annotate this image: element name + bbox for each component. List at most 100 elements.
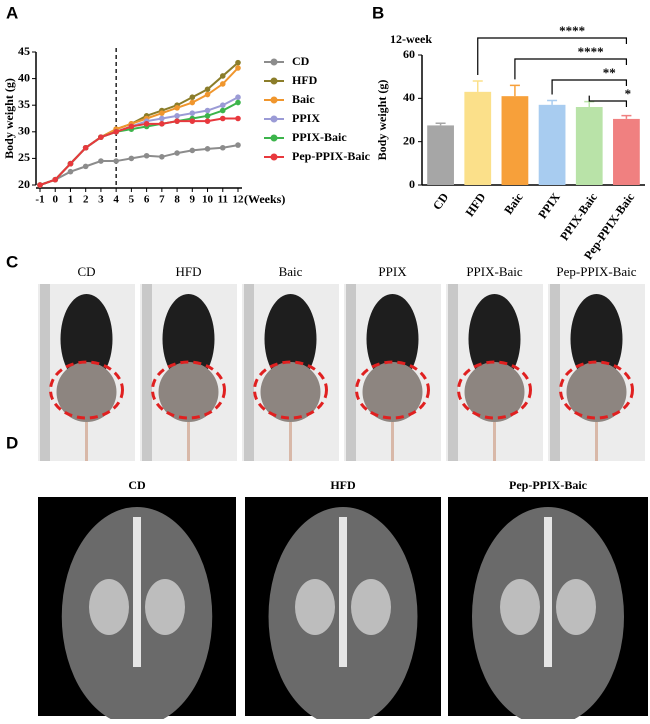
highlight-circle [355, 360, 430, 420]
significance-label: **** [578, 44, 604, 59]
legend-label: PPIX-Baic [292, 130, 347, 144]
mouse-body [264, 294, 317, 384]
point [235, 99, 241, 106]
point [235, 115, 241, 122]
point [159, 154, 165, 160]
point [128, 155, 135, 162]
legend-marker [270, 58, 278, 66]
point [174, 113, 180, 119]
y-tick-label: 45 [18, 44, 30, 58]
highlight-circle [253, 360, 328, 420]
photo-caption: CD [77, 264, 95, 279]
ruler [244, 284, 254, 461]
point [204, 113, 211, 119]
photo-row: CD HFD Baic PPIX PPIX-Baic Pep-PPIX-Baic [38, 264, 645, 461]
x-tick-label: 3 [98, 194, 104, 206]
panel-label: C [6, 252, 18, 271]
bar [613, 118, 640, 185]
error-bar [509, 84, 520, 97]
point [174, 118, 180, 124]
x-tick-label: -1 [35, 194, 44, 206]
point [204, 91, 211, 98]
x-tick-label: 10 [202, 194, 214, 206]
mri-organ [351, 579, 391, 635]
point [219, 73, 226, 79]
point [235, 142, 241, 148]
point [113, 129, 119, 135]
y-axis-label: Body weight (g) [375, 80, 389, 161]
highlight-circle [457, 360, 532, 420]
point [98, 158, 104, 164]
point [235, 94, 241, 101]
x-tick-label: Baic [501, 190, 526, 217]
x-tick-label: 8 [174, 194, 180, 206]
point [174, 150, 180, 156]
x-tick-label: 12 [233, 194, 245, 206]
photo-caption: PPIX-Baic [466, 264, 523, 279]
ruler [142, 284, 152, 461]
legend-marker [270, 77, 278, 85]
photo-caption: PPIX [378, 264, 407, 279]
y-tick-label: 0 [409, 177, 415, 191]
panel-label: B [372, 3, 384, 22]
x-tick-label: 5 [129, 194, 135, 206]
mouse-belly [362, 362, 423, 422]
point [67, 168, 74, 175]
legend-marker [270, 153, 278, 161]
legend-marker [270, 134, 278, 142]
point [98, 134, 104, 140]
ruler [40, 284, 50, 461]
mouse-belly [158, 362, 219, 422]
legend-label: PPIX [292, 111, 320, 125]
point [204, 146, 211, 152]
x-tick-label: HFD [462, 190, 488, 219]
photo-caption: Pep-PPIX-Baic [556, 264, 636, 279]
point [159, 110, 165, 116]
panel-label: A [6, 3, 18, 22]
error-bar [621, 114, 632, 119]
point [204, 107, 211, 114]
x-tick-label: 9 [190, 194, 196, 206]
point [67, 160, 74, 167]
highlight-circle [49, 360, 124, 420]
point [174, 105, 180, 111]
mouse-body [570, 294, 623, 384]
x-tick-label: 0 [52, 194, 58, 206]
ruler [346, 284, 356, 461]
error-bar [584, 100, 595, 107]
y-tick-label: 35 [18, 97, 30, 111]
bar [538, 104, 566, 185]
point [204, 118, 211, 124]
y-tick-label: 20 [18, 177, 30, 191]
mouse-belly [566, 362, 627, 422]
mri-spine [133, 517, 141, 667]
point [189, 118, 196, 124]
mri-spine [339, 517, 347, 667]
legend-label: CD [292, 54, 310, 68]
point [219, 81, 226, 87]
x-tick-label: CD [430, 190, 452, 213]
photo-caption: Baic [279, 264, 303, 279]
point [219, 115, 226, 122]
y-tick-label: 30 [18, 124, 30, 138]
x-tick-label: 11 [218, 194, 228, 206]
mri-organ [89, 579, 129, 635]
bar [501, 96, 529, 185]
ruler [448, 284, 458, 461]
bar [427, 125, 454, 185]
x-tick-label: 6 [144, 194, 150, 206]
point [189, 99, 196, 106]
y-tick-label: 60 [403, 47, 415, 61]
mri-organ [500, 579, 540, 635]
point [52, 176, 59, 183]
mri-caption: HFD [330, 478, 356, 492]
error-bar [547, 99, 558, 105]
bar [575, 107, 603, 185]
x-axis-label: (Weeks) [244, 192, 285, 206]
legend-marker [270, 115, 278, 123]
significance-bracket [514, 58, 628, 80]
x-tick-label: 7 [159, 194, 165, 206]
error-bar [435, 122, 446, 126]
highlight-circle [559, 360, 634, 420]
